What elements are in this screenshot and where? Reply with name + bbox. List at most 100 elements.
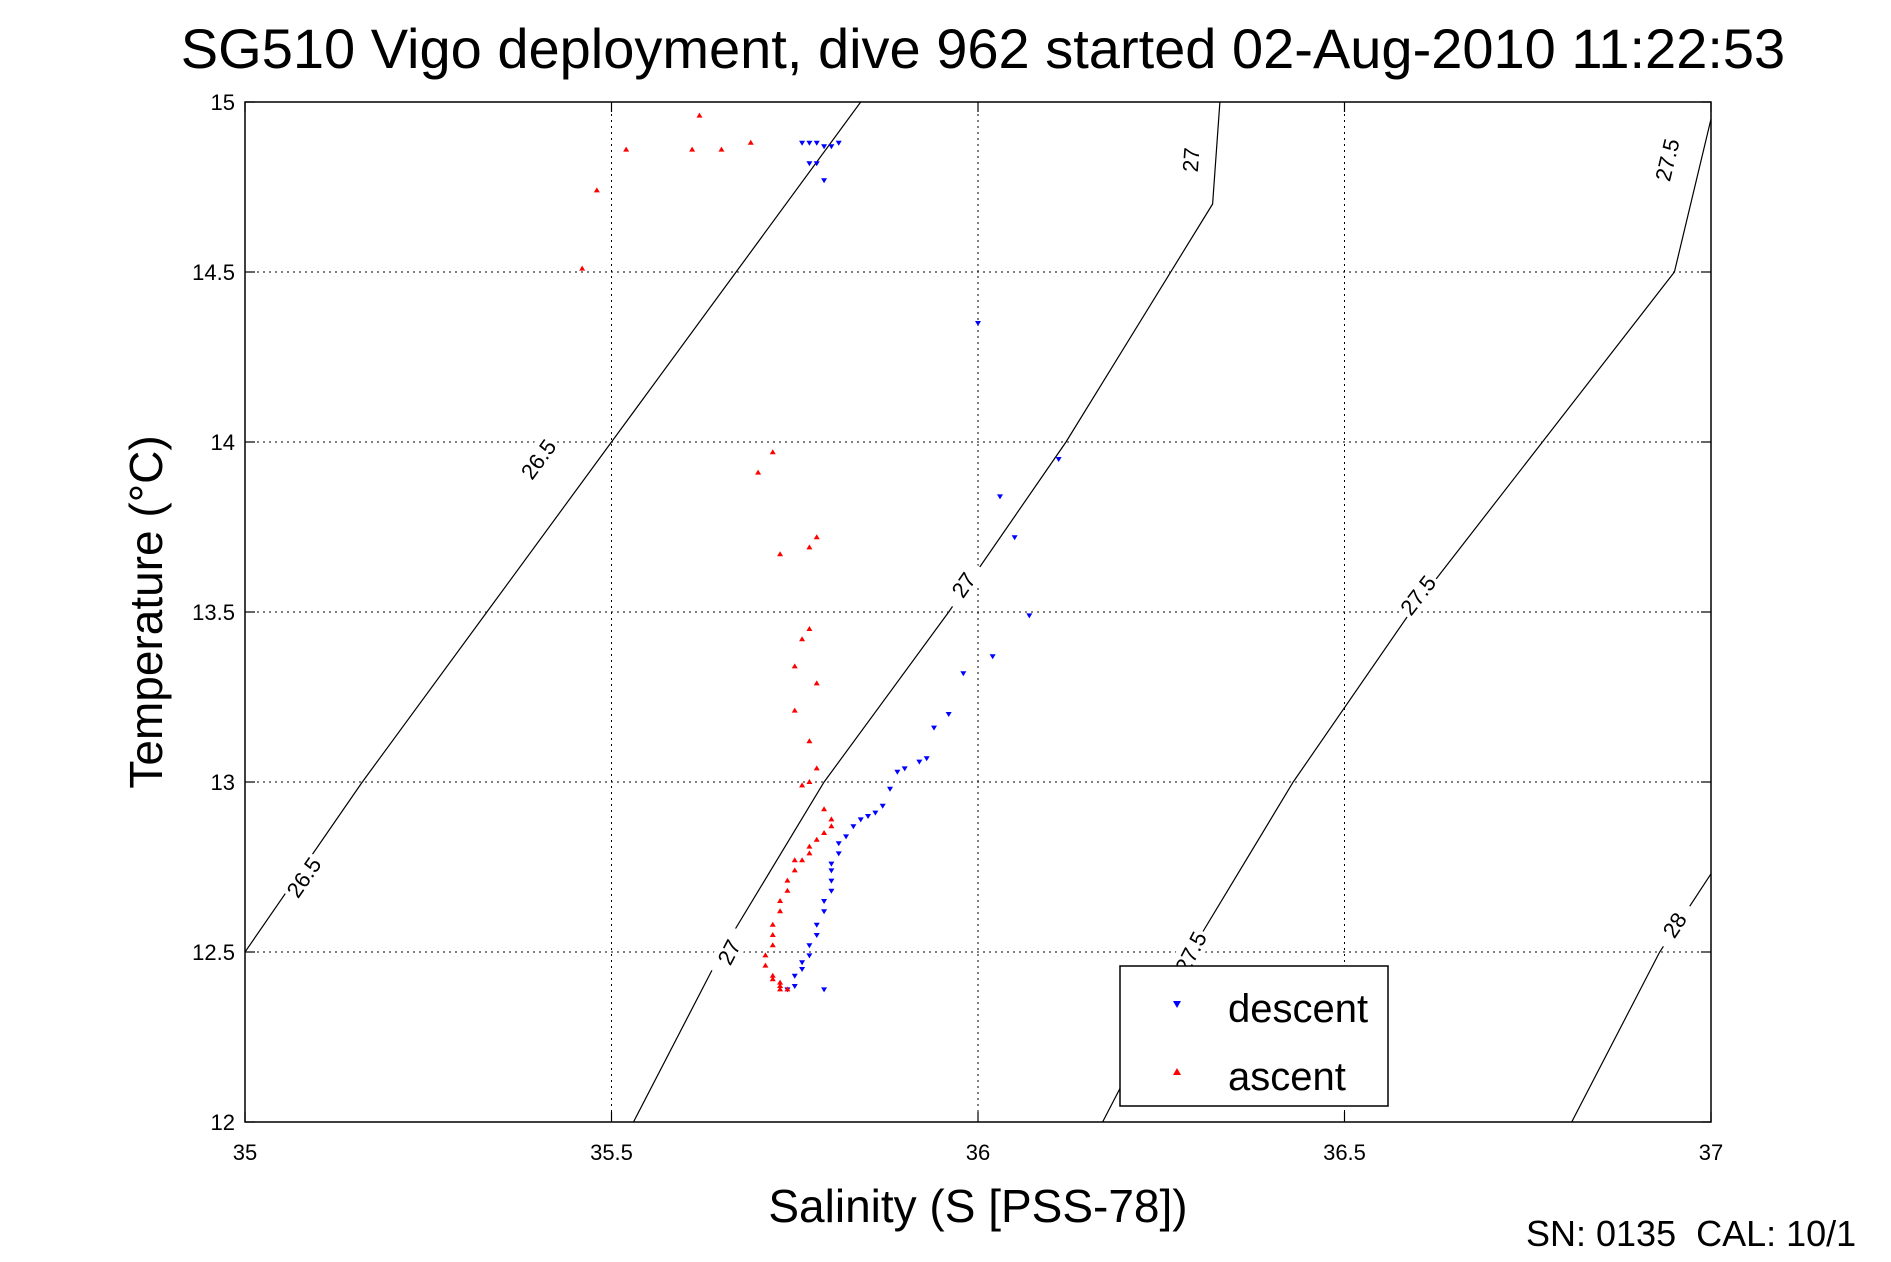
descent-point [799,967,806,972]
contour-label-bg [1650,897,1699,953]
ascent-point [777,898,784,903]
descent-point [828,861,835,867]
ascent-point [821,806,828,812]
ascent-point [806,779,813,784]
ascent-point [813,680,820,686]
ascent-point [696,112,703,118]
contour-line [245,102,862,953]
descent-point [821,987,828,993]
contour-line [1571,873,1711,1122]
ascent-point [769,976,776,982]
ascent-point [791,663,798,669]
ascent-point [777,986,784,992]
ascent-point [777,551,784,557]
descent-point [872,810,879,816]
ascent-point [791,857,798,863]
descent-point [879,803,886,809]
descent-point [865,814,872,819]
ascent-point [813,534,820,540]
descent-point [835,841,842,847]
descent-point [1026,613,1033,619]
ascent-point [579,265,586,271]
descent-point [806,161,813,167]
descent-point [791,973,798,979]
descent-point [806,140,813,146]
x-tick-label: 35.5 [590,1140,633,1165]
y-tick-label: 14 [211,430,235,455]
y-tick-label: 15 [211,90,235,115]
descent-point [996,494,1003,500]
descent-point [843,834,850,840]
y-tick-label: 12 [211,1110,235,1135]
descent-point [791,984,798,989]
legend-box [1119,965,1389,1107]
ascent-point [784,986,791,992]
ascent-point [762,962,769,968]
ascent-point [784,877,791,883]
descent-point [828,868,835,874]
descent-point [813,922,820,928]
ascent-point [593,187,600,193]
ascent-point [813,765,820,771]
descent-point [1055,457,1062,462]
x-tick-label: 35 [233,1140,257,1165]
y-tick-label: 14.5 [192,260,235,285]
descent-point [894,769,901,775]
legend-ascent-marker [1173,1068,1181,1075]
ascent-point [806,544,813,550]
descent-point [1011,535,1018,541]
ascent-point [806,738,813,744]
descent-point [835,140,842,146]
contour-label-bg [1392,568,1443,622]
ascent-point [689,146,696,152]
descent-point [835,851,842,857]
ascent-point [813,836,820,842]
descent-point [960,671,967,677]
legend-descent-label: descent [1228,987,1368,1031]
descent-point [923,756,930,762]
legend-ascent-label: ascent [1228,1055,1346,1099]
x-tick-label: 37 [1699,1140,1723,1165]
ascent-point [806,850,813,856]
ascent-point [769,972,776,978]
descent-point [975,321,981,326]
x-tick-label: 36.5 [1323,1140,1366,1165]
contour-label-bg [1175,134,1206,185]
ascent-point [799,857,806,863]
descent-point [945,712,952,717]
descent-point [821,909,828,915]
ascent-point [806,843,813,849]
ascent-point [828,816,835,822]
ascent-point [762,952,769,958]
descent-point [850,824,857,830]
contour-label-bg [513,431,563,487]
descent-point [821,144,828,150]
contour-label-bg [1648,133,1686,187]
descent-point [989,654,996,660]
chart-title: SG510 Vigo deployment, dive 962 started … [181,17,1785,80]
ascent-point [821,830,828,835]
ascent-point [828,823,835,829]
descent-point [799,140,806,146]
descent-point [828,888,835,894]
ascent-point [747,139,754,145]
descent-point [813,161,820,167]
descent-point [828,878,835,884]
ascent-point [769,942,776,948]
ascent-point [769,921,776,927]
descent-point [799,960,806,966]
y-tick-label: 12.5 [192,940,235,965]
axis-ticks: 35 35.5 36 36.5 37 12 12.5 13 13.5 14 14.5 15 [192,90,1723,1165]
descent-point [821,178,828,184]
descent-point [821,899,828,904]
contour-label: 27 [1178,147,1205,173]
contour-label-bg [279,850,328,905]
x-tick-label: 36 [966,1140,990,1165]
contour-label-bg [938,557,988,612]
descent-point [813,933,820,938]
descent-point [828,144,835,150]
legend: descent ascent [1119,965,1389,1107]
y-tick-label: 13 [211,770,235,795]
descent-point [916,759,923,765]
